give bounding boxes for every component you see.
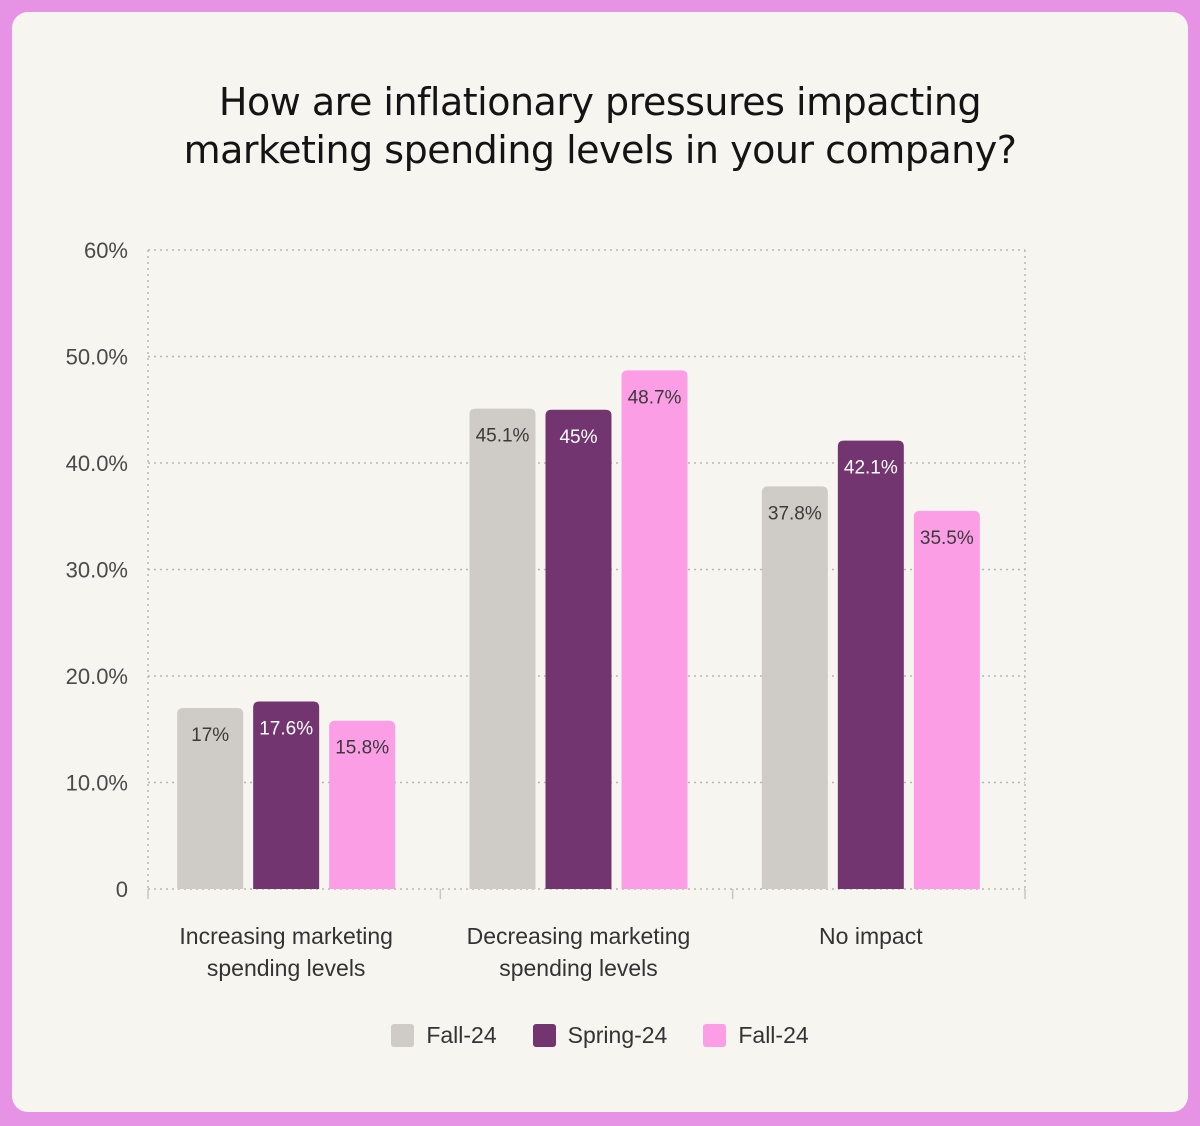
y-tick-label: 50.0% [66,345,128,370]
legend-item: Fall-24 [391,1022,497,1049]
bar [761,486,828,889]
bar-value-label: 17% [191,725,229,746]
bar [545,409,612,889]
bar-value-label: 17.6% [259,719,313,740]
legend-label: Spring-24 [567,1022,668,1048]
y-tick-label: 40.0% [66,451,128,476]
y-tick-label: 30.0% [66,558,128,583]
bar [621,370,688,890]
y-tick-label: 0 [116,877,128,902]
legend-item: Spring-24 [532,1022,668,1049]
bar [253,701,320,889]
bar-value-label: 42.1% [844,458,898,479]
bar [469,408,536,889]
x-category-label: spending levels [499,955,658,981]
bar-value-label: 45% [559,427,597,448]
bar [329,720,396,889]
bar-value-label: 48.7% [628,387,682,408]
bar-value-label: 35.5% [920,528,974,549]
legend-label: Fall-24 [426,1022,497,1048]
bar [837,440,904,889]
chart-title-line-1: How are inflationary pressures impacting [218,80,982,124]
bar [913,510,980,889]
legend-swatch [532,1024,556,1047]
bar-value-label: 15.8% [335,738,389,759]
x-category-label: Increasing marketing [179,923,393,949]
legend-swatch [391,1024,415,1047]
legend-item: Fall-24 [703,1022,809,1049]
chart-legend: Fall-24 Spring-24 Fall-24 [0,1022,1200,1049]
x-category-label: Decreasing marketing [467,923,691,949]
bar-value-label: 37.8% [768,503,822,524]
y-tick-label: 10.0% [66,771,128,796]
legend-swatch [703,1024,727,1047]
bar [177,707,244,889]
y-tick-label: 60% [84,238,128,263]
x-category-label: spending levels [207,955,366,981]
chart-title-line-2: marketing spending levels in your compan… [183,128,1017,172]
y-tick-label: 20.0% [66,664,128,689]
legend-label: Fall-24 [738,1022,809,1048]
bar-value-label: 45.1% [476,426,530,447]
x-category-label: No impact [819,923,923,949]
chart-title: How are inflationary pressures impacting… [0,78,1200,174]
